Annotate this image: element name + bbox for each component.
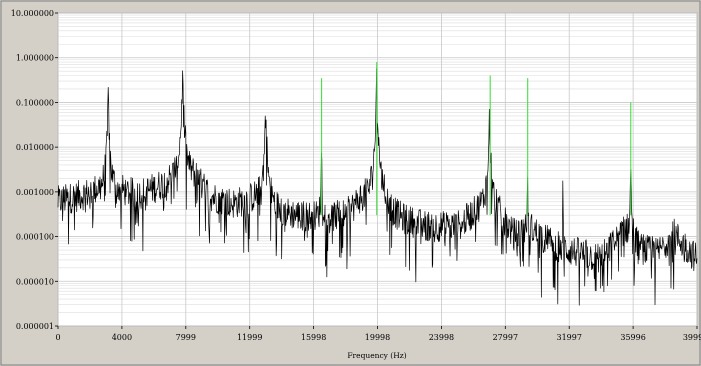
y-tick-label: 10.000000 [11,9,54,18]
y-tick-label: 1.000000 [16,54,54,63]
x-tick-label: 15998 [301,333,326,342]
x-tick-label: 3999 [683,333,701,342]
x-tick-label: 27997 [493,333,518,342]
x-tick-label: 19998 [365,333,390,342]
y-axis-ticks: 10.000000 1.000000 0.100000 0.010000 0.00100… [11,9,58,331]
x-axis-ticks: 0 4000 7999 11999 15998 19998 23998 27997 31997 3… [55,326,701,342]
x-tick-label: 4000 [112,333,132,342]
y-tick-label: 0.000001 [16,322,54,331]
x-tick-label: 31997 [556,333,581,342]
y-tick-label: 0.000010 [16,277,54,286]
y-tick-label: 0.010000 [16,143,54,152]
series-harmonics [321,62,632,216]
x-tick-label: 35996 [620,333,645,342]
spectrum-line [57,68,698,306]
x-axis-title: Frequency (Hz) [347,351,406,360]
y-tick-label: 0.000100 [16,233,54,242]
y-tick-label: 0.001000 [16,188,54,197]
x-tick-label: 23998 [429,333,454,342]
y-tick-label: 0.100000 [16,98,54,107]
x-tick-label: 11999 [237,333,262,342]
x-tick-label: 0 [55,333,60,342]
series-spectrum [57,68,698,306]
x-tick-label: 7999 [176,333,196,342]
